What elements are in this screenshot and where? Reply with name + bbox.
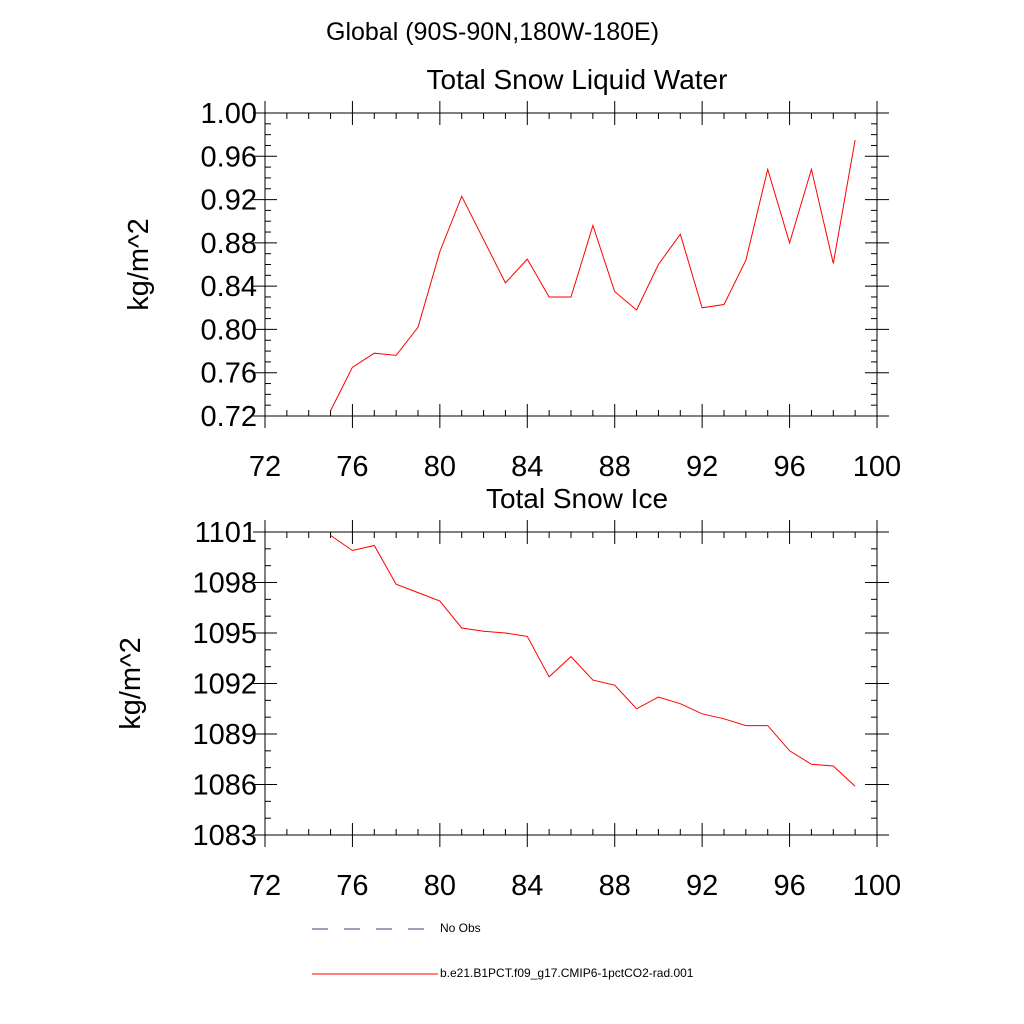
legend-label-model: b.e21.B1PCT.f09_g17.CMIP6-1pctCO2-rad.00… [440, 966, 694, 980]
chart1-xtick-label: 76 [336, 451, 368, 483]
chart1-ylabel: kg/m^2 [123, 218, 155, 311]
legend-swatch-solid [312, 973, 438, 975]
chart1-xtick-label: 84 [511, 451, 543, 483]
chart2-ytick-label: 1089 [192, 719, 257, 751]
legend-swatch-dashed [312, 928, 438, 930]
chart1-xtick-label: 92 [686, 451, 718, 483]
legend-item-no-obs: No Obs [310, 920, 481, 936]
chart1-ytick-label: 0.92 [201, 185, 257, 217]
legend-label-no-obs: No Obs [440, 921, 481, 935]
chart2-ytick-label: 1092 [192, 669, 257, 701]
chart1-xtick-label: 100 [853, 451, 901, 483]
chart1-ytick-label: 0.84 [201, 271, 257, 303]
chart2-ytick-label: 1086 [192, 770, 257, 802]
chart2-title: Total Snow Ice [486, 483, 668, 514]
chart2-ytick-label: 1098 [192, 568, 257, 600]
chart1-xtick-label: 96 [773, 451, 805, 483]
chart2-xtick-label: 76 [336, 870, 368, 902]
chart2-xtick-label: 100 [853, 870, 901, 902]
chart1-title: Total Snow Liquid Water [427, 64, 728, 95]
chart2-ylabel: kg/m^2 [115, 637, 147, 730]
chart2-xtick-label: 96 [773, 870, 805, 902]
chart2-xtick-label: 92 [686, 870, 718, 902]
chart2-ytick-label: 1101 [195, 517, 257, 549]
chart2-xtick-label: 88 [599, 870, 631, 902]
chart1-ytick-label: 0.72 [201, 401, 257, 433]
chart1-xtick-label: 80 [424, 451, 456, 483]
chart1-series-line [330, 140, 856, 411]
chart1-xtick-label: 88 [599, 451, 631, 483]
chart2-frame [264, 531, 878, 836]
chart2-ytick-label: 1095 [192, 618, 257, 650]
chart1-ytick-label: 0.96 [201, 141, 257, 173]
chart2-series-line [330, 534, 856, 787]
chart1-ytick-label: 0.76 [201, 358, 257, 390]
chart1-ytick-label: 0.88 [201, 228, 257, 260]
chart1-ytick-label: 0.80 [201, 314, 257, 346]
chart2-ytick-label: 1083 [192, 820, 257, 852]
chart1-frame [264, 112, 878, 417]
chart2-xtick-label: 80 [424, 870, 456, 902]
chart2-xtick-label: 84 [511, 870, 543, 902]
legend-item-model: b.e21.B1PCT.f09_g17.CMIP6-1pctCO2-rad.00… [310, 965, 693, 981]
chart1-ytick-label: 1.00 [201, 98, 257, 130]
chart1-xtick-label: 72 [249, 451, 281, 483]
chart2-xtick-label: 72 [249, 870, 281, 902]
